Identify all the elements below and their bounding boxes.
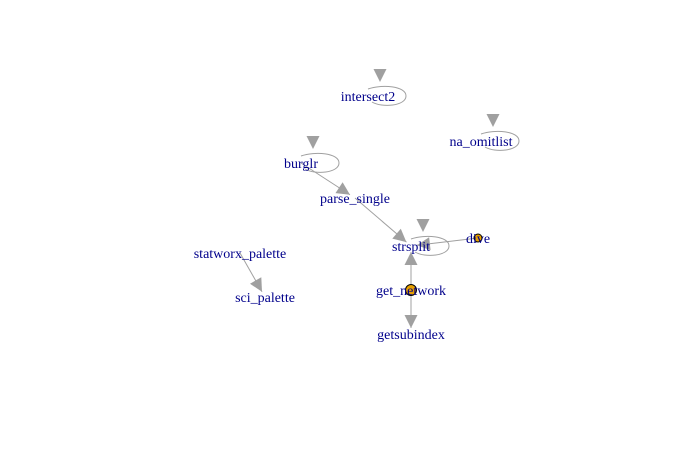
self-loop-arrowhead <box>373 69 387 82</box>
node-label-statworx_palette: statworx_palette <box>194 247 287 262</box>
edge-arrowhead <box>404 315 418 328</box>
self-loop-line <box>410 235 450 256</box>
edge-parse_single-to-strsplit <box>354 197 407 243</box>
edge-get_network-to-strsplit <box>404 252 418 290</box>
node-label-na_omitlist: na_omitlist <box>450 135 513 150</box>
node-label-strsplit: strsplit <box>392 240 430 255</box>
node-label-get_network: get_network <box>376 284 446 299</box>
self-loop-arrowhead <box>486 114 500 127</box>
edge-strsplit-to-strsplit <box>410 219 450 256</box>
node-label-sci_palette: sci_palette <box>235 291 295 306</box>
edge-arrowhead <box>417 237 431 251</box>
self-loop-line <box>480 130 520 151</box>
edge-get_network-to-getsubindex <box>404 290 418 328</box>
node-label-intersect2: intersect2 <box>341 90 395 105</box>
vertex-get_network <box>405 284 417 296</box>
edge-dive-to-strsplit <box>416 237 479 251</box>
edges-layer <box>239 69 520 328</box>
self-loop-arrowhead <box>416 219 430 232</box>
node-label-parse_single: parse_single <box>320 192 390 207</box>
edge-arrowhead <box>335 182 350 195</box>
edge-burglr-to-burglr <box>300 136 340 173</box>
edge-na_omitlist-to-na_omitlist <box>480 114 520 151</box>
node-label-getsubindex: getsubindex <box>377 328 445 343</box>
edge-arrowhead <box>250 277 262 292</box>
edge-burglr-to-parse_single <box>300 162 351 196</box>
vertex-dive <box>473 233 483 243</box>
edge-intersect2-to-intersect2 <box>367 69 407 106</box>
nodes-layer <box>405 233 483 296</box>
edge-arrowhead <box>404 252 418 265</box>
self-loop-line <box>367 85 407 106</box>
self-loop-line <box>300 152 340 173</box>
self-loop-arrowhead <box>306 136 320 149</box>
edge-statworx_palette-to-sci_palette <box>239 252 263 293</box>
edge-arrowhead <box>392 228 407 243</box>
node-label-dive: dive <box>466 232 490 247</box>
node-label-burglr: burglr <box>284 157 318 172</box>
